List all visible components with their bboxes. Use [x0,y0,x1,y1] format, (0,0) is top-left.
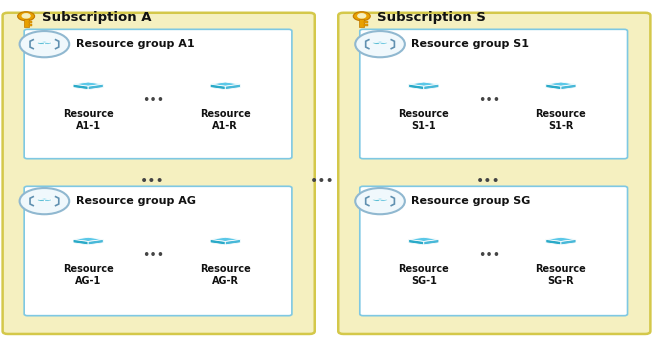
Polygon shape [409,82,439,86]
Circle shape [20,31,69,57]
Polygon shape [373,41,387,43]
FancyBboxPatch shape [360,186,628,316]
Polygon shape [44,199,52,202]
FancyBboxPatch shape [29,21,32,23]
Polygon shape [73,237,103,242]
Polygon shape [380,199,387,202]
FancyBboxPatch shape [338,13,650,334]
FancyBboxPatch shape [364,24,368,26]
Polygon shape [73,84,88,90]
Circle shape [355,188,405,214]
Polygon shape [409,237,439,242]
Circle shape [353,12,370,21]
Polygon shape [424,84,439,90]
Polygon shape [44,42,52,45]
FancyBboxPatch shape [24,19,29,27]
FancyBboxPatch shape [359,19,364,27]
Text: Resource
S1-R: Resource S1-R [535,109,586,131]
Text: Resource group S1: Resource group S1 [411,39,530,49]
Polygon shape [37,42,44,45]
Text: Resource
SG-R: Resource SG-R [535,264,586,286]
Polygon shape [210,82,240,86]
Text: Resource
A1-1: Resource A1-1 [63,109,114,131]
FancyBboxPatch shape [29,24,32,26]
Text: Resource group SG: Resource group SG [411,196,531,206]
Polygon shape [380,42,387,45]
Text: Resource
S1-1: Resource S1-1 [398,109,449,131]
FancyBboxPatch shape [24,186,292,316]
Polygon shape [373,198,387,200]
FancyBboxPatch shape [360,29,628,159]
Text: •••: ••• [475,174,500,188]
Polygon shape [37,198,52,200]
Polygon shape [546,237,576,242]
Polygon shape [561,84,576,90]
FancyBboxPatch shape [24,29,292,159]
Polygon shape [210,84,225,90]
Polygon shape [225,239,240,245]
Polygon shape [546,239,561,245]
Polygon shape [409,239,424,245]
Polygon shape [424,239,439,245]
FancyBboxPatch shape [3,13,315,334]
Text: •••: ••• [478,249,500,262]
Polygon shape [546,82,576,86]
Text: •••: ••• [142,93,165,107]
Text: Resource
AG-R: Resource AG-R [200,264,251,286]
FancyBboxPatch shape [364,21,368,23]
Text: •••: ••• [140,174,165,188]
Text: Resource group A1: Resource group A1 [76,39,195,49]
Polygon shape [561,239,576,245]
Polygon shape [37,199,44,202]
Text: Resource
AG-1: Resource AG-1 [63,264,114,286]
Polygon shape [88,84,103,90]
Polygon shape [210,239,225,245]
Polygon shape [73,239,88,245]
Polygon shape [210,237,240,242]
Polygon shape [37,41,52,43]
Circle shape [358,14,366,18]
Text: •••: ••• [310,174,335,188]
Polygon shape [373,199,380,202]
Circle shape [20,188,69,214]
Polygon shape [546,84,561,90]
Polygon shape [88,239,103,245]
Polygon shape [373,42,380,45]
Polygon shape [225,84,240,90]
Polygon shape [73,82,103,86]
Text: Subscription A: Subscription A [42,11,151,24]
Text: •••: ••• [142,249,165,262]
Text: Resource
SG-1: Resource SG-1 [398,264,449,286]
Text: Resource
A1-R: Resource A1-R [200,109,251,131]
Circle shape [22,14,30,18]
Text: •••: ••• [478,93,500,107]
Circle shape [18,12,35,21]
Circle shape [355,31,405,57]
Text: Resource group AG: Resource group AG [76,196,196,206]
Text: Subscription S: Subscription S [377,11,486,24]
Polygon shape [409,84,424,90]
